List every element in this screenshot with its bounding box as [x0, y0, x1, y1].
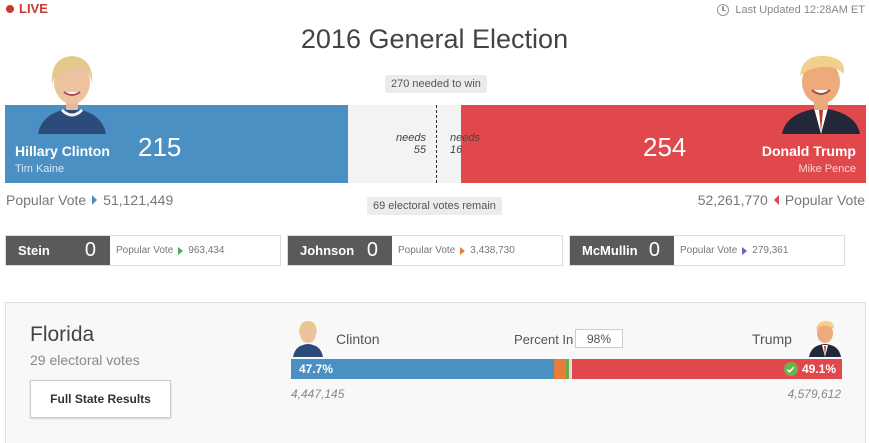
third-party-name: Stein: [18, 243, 50, 258]
triangle-right-icon: [742, 246, 748, 255]
state-rep-percent-wrap: 49.1%: [783, 362, 836, 376]
third-party-popular: Popular Vote 3,438,730: [392, 236, 515, 265]
state-dem-percent: 47.7%: [299, 362, 334, 376]
republican-popular-value: 52,261,770: [697, 192, 768, 208]
democrat-popular-label: Popular Vote: [6, 192, 87, 208]
third-party-name: McMullin: [582, 243, 638, 258]
third-party-header: Johnson 0: [288, 236, 392, 265]
third-party-header: Stein 0: [6, 236, 110, 265]
trump-thumbnail: [809, 321, 841, 357]
democrat-needs: needs 55: [394, 132, 426, 156]
state-results-bar: 47.7% 49.1%: [291, 359, 842, 379]
republican-needs-label: needs: [450, 132, 480, 144]
republican-vp: Mike Pence: [798, 163, 856, 175]
last-updated: Last Updated 12:28AM ET: [717, 4, 865, 16]
triangle-right-icon: [178, 246, 184, 255]
remaining-badge: 69 electoral votes remain: [367, 197, 502, 215]
live-label: LIVE: [19, 1, 48, 16]
democrat-popular-value: 51,121,449: [103, 192, 174, 208]
third-party-popular-label: Popular Vote: [116, 245, 174, 256]
state-rep-percent: 49.1%: [801, 362, 836, 376]
third-party-popular-value: 279,361: [752, 245, 789, 256]
state-dem-votes: 4,447,145: [291, 387, 345, 401]
clinton-thumbnail: [293, 321, 323, 357]
clinton-photo: [38, 56, 106, 134]
state-name: Florida: [30, 323, 95, 346]
state-trump-name: Trump: [752, 331, 792, 347]
state-card-florida: Florida 29 electoral votes Full State Re…: [5, 302, 866, 443]
triangle-right-icon: [92, 195, 98, 205]
triangle-right-icon: [460, 246, 466, 255]
state-rep-share: [572, 359, 842, 379]
third-party-popular-value: 3,438,730: [470, 245, 515, 256]
republican-name: Donald Trump: [761, 143, 856, 159]
democrat-vp: Tim Kaine: [15, 163, 65, 175]
democrat-electoral-votes: 215: [138, 132, 182, 162]
third-party-popular-value: 963,434: [188, 245, 225, 256]
republican-needs-value: 16: [450, 144, 463, 156]
percent-in-value: 98%: [575, 329, 623, 348]
page-title: 2016 General Election: [300, 24, 569, 54]
democrat-needs-value: 55: [413, 144, 426, 156]
third-party-header: McMullin 0: [570, 236, 674, 265]
third-party-popular-label: Popular Vote: [398, 245, 456, 256]
live-dot-icon: [6, 4, 14, 13]
republican-popular-vote: 52,261,770 Popular Vote: [698, 192, 865, 208]
state-dem-share: [291, 359, 554, 379]
state-johnson-share: [554, 359, 566, 379]
third-party-electoral-votes: 0: [84, 239, 96, 261]
needed-to-win-badge: 270 needed to win: [385, 75, 487, 93]
third-party-johnson[interactable]: Johnson 0 Popular Vote 3,438,730: [287, 235, 563, 266]
percent-in-label: Percent In: [514, 332, 574, 347]
third-party-popular: Popular Vote 279,361: [674, 236, 788, 265]
third-party-electoral-votes: 0: [648, 239, 660, 261]
third-party-electoral-votes: 0: [366, 239, 378, 261]
republican-needs: needs 16: [450, 132, 482, 156]
democrat-needs-label: needs: [396, 132, 426, 144]
state-clinton-name: Clinton: [336, 331, 380, 347]
clock-icon: [717, 4, 730, 16]
triangle-left-icon: [773, 195, 779, 205]
electoral-bar: Hillary Clinton Tim Kaine 215 254 Donald…: [5, 105, 866, 183]
republican-electoral-votes: 254: [643, 132, 687, 162]
full-state-results-button[interactable]: Full State Results: [30, 380, 171, 418]
republican-popular-label: Popular Vote: [784, 192, 865, 208]
last-updated-text: Last Updated 12:28AM ET: [735, 4, 865, 16]
live-indicator: LIVE: [6, 1, 48, 16]
third-party-popular-label: Popular Vote: [680, 245, 738, 256]
state-rep-votes: 4,579,612: [787, 387, 841, 401]
third-party-popular: Popular Vote 963,434: [110, 236, 224, 265]
third-party-name: Johnson: [300, 243, 355, 258]
third-party-stein[interactable]: Stein 0 Popular Vote 963,434: [5, 235, 281, 266]
trump-photo: [782, 55, 860, 134]
winner-check-icon: [783, 362, 798, 376]
270-threshold-line: [436, 105, 437, 183]
democrat-name: Hillary Clinton: [15, 143, 110, 159]
state-electoral-votes: 29 electoral votes: [30, 352, 140, 368]
third-party-mcmullin[interactable]: McMullin 0 Popular Vote 279,361: [569, 235, 845, 266]
democrat-popular-vote: Popular Vote 51,121,449: [6, 192, 173, 208]
state-stein-share: [566, 359, 569, 379]
